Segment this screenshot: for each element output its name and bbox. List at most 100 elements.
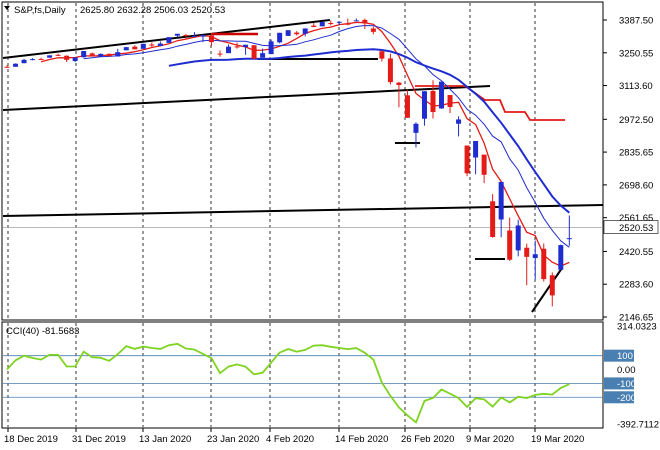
- candle-body: [549, 275, 555, 296]
- candle-body: [473, 140, 479, 158]
- symbol-menu-icon[interactable]: [4, 6, 10, 10]
- candle-body: [396, 82, 402, 85]
- candle-body: [174, 33, 180, 36]
- cci-label: CCI(40) -81.5683: [6, 326, 79, 337]
- candle-body: [379, 51, 385, 59]
- candle-body: [464, 145, 470, 174]
- candle-body: [439, 81, 445, 109]
- candle-body: [4, 66, 10, 68]
- candle-body: [498, 181, 504, 220]
- candle-body: [13, 63, 19, 67]
- candle-body: [447, 95, 453, 108]
- axes: 3387.50 3250.55 3113.60 2972.50 2835.65 2698.…: [4, 16, 659, 446]
- candle-body: [353, 20, 359, 22]
- price-tick-label: 3113.60: [619, 81, 653, 92]
- date-tick-label: 14 Feb 2020: [335, 434, 388, 445]
- price-tick-label: 2835.65: [619, 148, 653, 159]
- ma-slow: [83, 24, 570, 248]
- price-tick-label: 2283.60: [619, 280, 653, 291]
- candle-body: [524, 247, 530, 257]
- candle-body: [251, 45, 257, 59]
- candle-body: [302, 28, 308, 34]
- candle-body: [123, 47, 129, 51]
- candle-body: [311, 25, 317, 28]
- candle-body: [149, 44, 155, 46]
- price-panel-frame: [1, 1, 604, 321]
- cci-line: [6, 342, 570, 424]
- candle-body: [566, 238, 572, 240]
- candle-body: [481, 154, 487, 175]
- candle-body: [38, 58, 44, 60]
- candle-body: [370, 28, 376, 32]
- candle-body: [72, 57, 78, 62]
- candle-body: [362, 19, 368, 24]
- candle-body: [319, 22, 325, 27]
- candle-body: [208, 35, 214, 43]
- cci-level-badge: [604, 349, 634, 362]
- cci-tick-label: -100: [617, 379, 636, 390]
- date-tick-label: 26 Feb 2020: [401, 434, 454, 445]
- candle-body: [328, 22, 334, 24]
- price-tick-label: 2420.55: [619, 247, 653, 258]
- candle-body: [98, 53, 104, 57]
- current-price-badge: [603, 220, 659, 234]
- ohlc-readout: 2625.80 2632.28 2506.03 2520.53: [80, 5, 225, 16]
- candle-body: [294, 32, 300, 35]
- candle-body: [89, 53, 95, 57]
- candle-body: [21, 59, 27, 64]
- candle-body: [106, 53, 112, 57]
- candle-body: [404, 95, 410, 118]
- candle-body: [277, 32, 283, 43]
- cci-tick-label: -392.7112: [617, 420, 659, 431]
- candle-body: [183, 34, 189, 36]
- candle-body: [260, 53, 266, 58]
- candle-body: [191, 35, 197, 37]
- date-tick-label: 13 Jan 2020: [139, 434, 191, 445]
- trendline-lower: [2, 85, 491, 111]
- ma-low-band: [168, 48, 570, 214]
- cci-level-badge: [604, 391, 634, 404]
- candle-body: [515, 225, 521, 251]
- candle-body: [140, 43, 146, 49]
- cci-tick-label: 100: [617, 351, 633, 362]
- candle-body: [47, 55, 53, 58]
- price-tick-label: 2972.50: [619, 115, 653, 126]
- price-tick-label: 3387.50: [619, 16, 653, 27]
- date-tick-label: 9 Mar 2020: [466, 434, 514, 445]
- price-tick-label: 2561.65: [619, 213, 653, 224]
- candle-body: [430, 90, 436, 113]
- candle-body: [200, 34, 206, 37]
- candle-body: [268, 41, 274, 55]
- candle-body: [507, 230, 513, 260]
- cci-indicator: [6, 342, 570, 424]
- candle-body: [234, 46, 240, 48]
- candle-body: [64, 55, 70, 60]
- candle-body: [55, 54, 61, 56]
- candle-body: [387, 58, 393, 83]
- candle-body: [336, 21, 342, 23]
- price-tick-label: 2146.65: [619, 313, 653, 324]
- candle-body: [532, 254, 538, 259]
- candle-body: [345, 23, 351, 25]
- date-tick-label: 19 Mar 2020: [531, 434, 584, 445]
- date-tick-label: 31 Dec 2019: [72, 434, 126, 445]
- candle-body: [132, 46, 138, 50]
- grid: [3, 3, 603, 427]
- cci-tick-label: -200: [617, 393, 636, 404]
- indicator-panel-frame: [1, 321, 604, 429]
- candle-body: [490, 201, 496, 237]
- candle-body: [558, 245, 564, 270]
- symbol-label: S&P,fs,Daily: [14, 5, 66, 16]
- candle-body: [226, 46, 232, 54]
- date-tick-label: 23 Jan 2020: [207, 434, 259, 445]
- candle-body: [166, 37, 172, 43]
- date-tick-label: 4 Feb 2020: [266, 434, 314, 445]
- candle-body: [115, 52, 121, 57]
- cci-tick-label: 314.0323: [617, 322, 657, 333]
- candle-body: [285, 30, 291, 36]
- trendline-rebound: [531, 267, 563, 313]
- candle-body: [421, 91, 427, 119]
- candle-body: [243, 44, 249, 47]
